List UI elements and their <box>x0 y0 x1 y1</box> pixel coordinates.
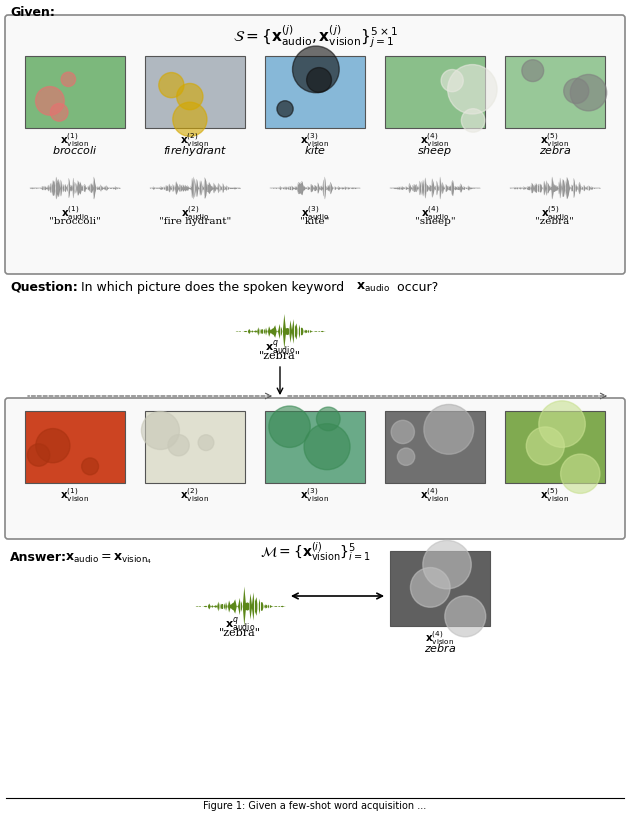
Bar <box>25 411 125 483</box>
Text: $\mathbf{x}_{\mathrm{vision}}^{(5)}$: $\mathbf{x}_{\mathrm{vision}}^{(5)}$ <box>541 486 570 504</box>
Circle shape <box>411 568 450 607</box>
Text: $\it{fire hydrant}$: $\it{fire hydrant}$ <box>163 144 227 158</box>
Text: $\mathbf{x}_{\mathrm{audio}}^{(5)}$: $\mathbf{x}_{\mathrm{audio}}^{(5)}$ <box>541 204 570 222</box>
Bar <box>265 56 365 128</box>
Text: $\mathbf{x}_{\mathrm{vision}}^{(4)}$: $\mathbf{x}_{\mathrm{vision}}^{(4)}$ <box>420 131 450 149</box>
Circle shape <box>398 448 415 465</box>
Text: $\it{zebra}$: $\it{zebra}$ <box>424 642 456 654</box>
Text: "sheep": "sheep" <box>415 217 455 226</box>
Circle shape <box>391 420 415 444</box>
Circle shape <box>159 73 184 98</box>
Text: $\mathcal{M} = \{\mathbf{x}_{\mathrm{vision}}^{(i)}\}_{i=1}^{5}$: $\mathcal{M} = \{\mathbf{x}_{\mathrm{vis… <box>260 541 370 564</box>
Bar <box>505 56 605 128</box>
Circle shape <box>539 401 585 447</box>
Text: $\mathbf{x}_{\mathrm{audio}}^{q}$: $\mathbf{x}_{\mathrm{audio}}^{q}$ <box>265 339 295 357</box>
Text: $\mathbf{x}_{\mathrm{vision}}^{(1)}$: $\mathbf{x}_{\mathrm{vision}}^{(1)}$ <box>60 131 89 149</box>
Bar <box>505 411 605 483</box>
Text: $\mathbf{x}_{\mathrm{audio}}^{(2)}$: $\mathbf{x}_{\mathrm{audio}}^{(2)}$ <box>181 204 209 222</box>
Text: Answer:: Answer: <box>10 551 67 564</box>
Text: $\it{zebra}$: $\it{zebra}$ <box>539 144 571 156</box>
Circle shape <box>561 454 600 494</box>
Text: occur?: occur? <box>393 281 438 294</box>
Bar <box>265 411 365 483</box>
Circle shape <box>168 435 189 456</box>
Circle shape <box>28 444 50 466</box>
Text: Question:: Question: <box>10 281 77 294</box>
Bar <box>25 56 125 128</box>
Circle shape <box>176 83 203 109</box>
Text: $\mathbf{x}_{\mathrm{vision}}^{(2)}$: $\mathbf{x}_{\mathrm{vision}}^{(2)}$ <box>180 486 210 504</box>
FancyBboxPatch shape <box>5 15 625 274</box>
Circle shape <box>307 68 331 92</box>
Text: "fire hydrant": "fire hydrant" <box>159 217 231 226</box>
Text: $\mathbf{x}_{\mathrm{audio}}^{q}$: $\mathbf{x}_{\mathrm{audio}}^{q}$ <box>225 616 255 634</box>
Circle shape <box>445 596 486 636</box>
Circle shape <box>269 406 310 447</box>
Circle shape <box>522 60 544 82</box>
Text: Figure 1: Given a few-shot word acquisition ...: Figure 1: Given a few-shot word acquisit… <box>203 801 427 811</box>
Circle shape <box>441 69 463 91</box>
Text: "zebra": "zebra" <box>219 628 261 638</box>
Circle shape <box>448 64 497 114</box>
FancyBboxPatch shape <box>5 398 625 539</box>
Text: $\it{kite}$: $\it{kite}$ <box>304 144 326 156</box>
Circle shape <box>61 72 76 86</box>
Text: $\mathbf{x}_{\mathrm{audio}} = \mathbf{x}_{\mathrm{vision}_4}$: $\mathbf{x}_{\mathrm{audio}} = \mathbf{x… <box>65 551 152 565</box>
Circle shape <box>36 428 70 463</box>
Circle shape <box>304 424 350 470</box>
Bar <box>385 56 485 128</box>
Text: $\it{sheep}$: $\it{sheep}$ <box>418 144 452 158</box>
Circle shape <box>423 540 471 589</box>
Circle shape <box>424 405 474 455</box>
Text: $\mathbf{x}_{\mathrm{audio}}^{(1)}$: $\mathbf{x}_{\mathrm{audio}}^{(1)}$ <box>60 204 89 222</box>
Text: $\mathbf{x}_{\mathrm{vision}}^{(2)}$: $\mathbf{x}_{\mathrm{vision}}^{(2)}$ <box>180 131 210 149</box>
Circle shape <box>461 109 485 132</box>
Bar <box>145 411 245 483</box>
Circle shape <box>564 78 589 104</box>
Circle shape <box>526 427 564 465</box>
Text: $\mathbf{x}_{\mathrm{audio}}^{(4)}$: $\mathbf{x}_{\mathrm{audio}}^{(4)}$ <box>421 204 449 222</box>
Circle shape <box>173 102 207 136</box>
Text: "zebra": "zebra" <box>536 217 575 226</box>
Circle shape <box>50 104 68 122</box>
Text: $\mathbf{x}_{\mathrm{audio}}$: $\mathbf{x}_{\mathrm{audio}}$ <box>356 281 390 294</box>
Circle shape <box>316 407 340 431</box>
Text: Given:: Given: <box>10 6 55 19</box>
Text: $\mathcal{S} = \{\mathbf{x}_{\mathrm{audio}}^{(j)}, \mathbf{x}_{\mathrm{vision}}: $\mathcal{S} = \{\mathbf{x}_{\mathrm{aud… <box>232 23 398 50</box>
Text: "kite": "kite" <box>301 217 329 226</box>
Text: $\mathbf{x}_{\mathrm{vision}}^{(1)}$: $\mathbf{x}_{\mathrm{vision}}^{(1)}$ <box>60 486 89 504</box>
Bar <box>145 56 245 128</box>
Text: $\it{broccoli}$: $\it{broccoli}$ <box>52 144 98 156</box>
Circle shape <box>35 86 64 115</box>
Text: In which picture does the spoken keyword: In which picture does the spoken keyword <box>77 281 348 294</box>
Text: "broccoli": "broccoli" <box>49 217 101 226</box>
Text: $\mathbf{x}_{\mathrm{vision}}^{(4)}$: $\mathbf{x}_{\mathrm{vision}}^{(4)}$ <box>425 629 455 647</box>
Text: $\mathbf{x}_{\mathrm{vision}}^{(4)}$: $\mathbf{x}_{\mathrm{vision}}^{(4)}$ <box>420 486 450 504</box>
Text: $\mathbf{x}_{\mathrm{vision}}^{(5)}$: $\mathbf{x}_{\mathrm{vision}}^{(5)}$ <box>541 131 570 149</box>
Text: $\mathbf{x}_{\mathrm{audio}}^{(3)}$: $\mathbf{x}_{\mathrm{audio}}^{(3)}$ <box>301 204 329 222</box>
Text: $\mathbf{x}_{\mathrm{vision}}^{(3)}$: $\mathbf{x}_{\mathrm{vision}}^{(3)}$ <box>301 131 329 149</box>
Circle shape <box>570 74 607 111</box>
Bar <box>385 411 485 483</box>
Text: $\mathbf{x}_{\mathrm{vision}}^{(3)}$: $\mathbf{x}_{\mathrm{vision}}^{(3)}$ <box>301 486 329 504</box>
Circle shape <box>198 435 214 450</box>
Bar <box>390 551 490 626</box>
Text: "zebra": "zebra" <box>259 351 301 361</box>
Circle shape <box>292 46 339 93</box>
Circle shape <box>82 458 98 475</box>
Circle shape <box>141 411 180 450</box>
Circle shape <box>277 100 293 117</box>
